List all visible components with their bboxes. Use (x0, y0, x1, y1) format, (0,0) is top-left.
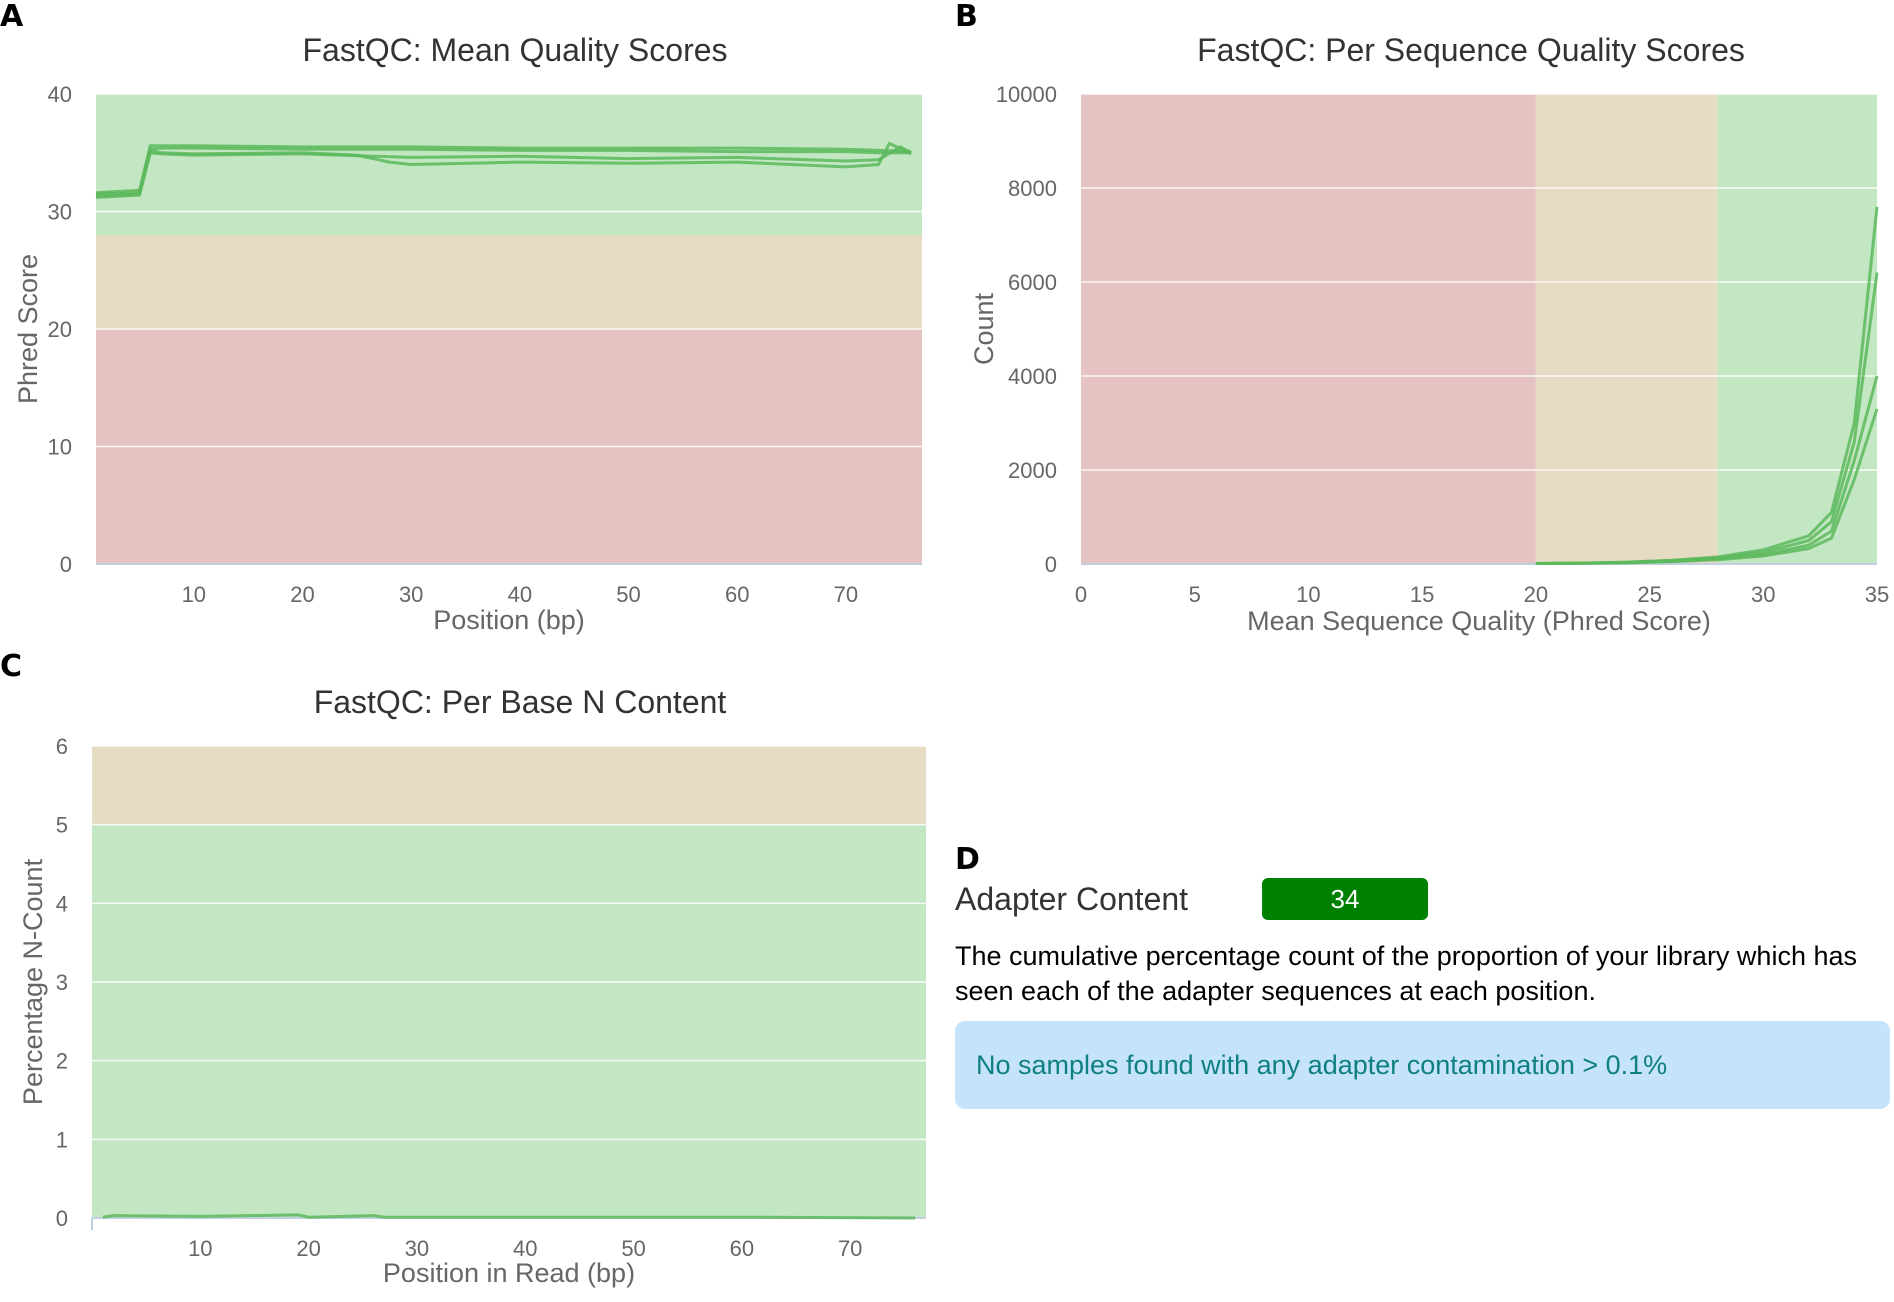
x-tick-label: 5 (1189, 582, 1201, 607)
adapter-content-header: Adapter Content 34 (955, 877, 1890, 921)
y-tick-label: 0 (60, 552, 72, 577)
x-tick-label: 20 (296, 1236, 320, 1261)
x-tick-label: 25 (1637, 582, 1661, 607)
x-tick-label: 70 (834, 582, 858, 607)
chart-title: FastQC: Per Base N Content (314, 684, 727, 720)
band-good (1717, 94, 1877, 564)
band-warn (96, 235, 922, 329)
series-line-s4 (1535, 408, 1879, 565)
chart-title: FastQC: Mean Quality Scores (302, 32, 727, 68)
y-tick-label: 2 (56, 1049, 68, 1074)
adapter-content-title: Adapter Content (955, 880, 1189, 917)
x-tick-label: 30 (399, 582, 423, 607)
panel-letter-c: C (0, 649, 22, 684)
y-tick-label: 2000 (1008, 458, 1057, 483)
band-warn (1535, 94, 1718, 564)
x-tick-label: 20 (1524, 582, 1548, 607)
x-tick-label: 0 (1075, 582, 1087, 607)
x-tick-label: 10 (1296, 582, 1320, 607)
y-tick-label: 4 (56, 891, 68, 916)
y-tick-label: 5 (56, 813, 68, 838)
y-tick-label: 30 (48, 200, 72, 225)
x-tick-label: 60 (725, 582, 749, 607)
y-tick-label: 8000 (1008, 176, 1057, 201)
x-tick-label: 30 (405, 1236, 429, 1261)
x-axis-label: Position in Read (bp) (383, 1258, 635, 1288)
y-axis-label: Phred Score (13, 254, 43, 404)
y-tick-label: 0 (56, 1206, 68, 1231)
chart-title: FastQC: Per Sequence Quality Scores (1197, 32, 1745, 68)
y-axis-label: Count (969, 292, 999, 365)
y-tick-label: 6000 (1008, 270, 1057, 295)
series-line-s4 (95, 145, 912, 199)
band-good (92, 824, 926, 1218)
mean-quality-chart: 0 10 20 30 40 10 20 30 40 50 60 70 FastQC: Mean Qual… (13, 32, 922, 635)
x-tick-label: 40 (508, 582, 532, 607)
adapter-notice-box: No samples found with any adapter contam… (955, 1021, 1890, 1109)
y-tick-label: 20 (48, 317, 72, 342)
x-tick-label: 10 (188, 1236, 212, 1261)
y-tick-label: 4000 (1008, 364, 1057, 389)
x-axis-label: Position (bp) (433, 605, 585, 635)
x-tick-label: 35 (1865, 582, 1889, 607)
series-line-s1 (102, 1213, 916, 1220)
per-base-n-content-chart: 0 1 2 3 4 5 6 10 20 30 40 50 60 70 FastQC: Per Base N … (18, 684, 926, 1288)
adapter-content-panel: D Adapter Content 34 The cumulative perc… (955, 845, 1890, 1109)
adapter-content-description: The cumulative percentage count of the p… (955, 941, 1857, 1006)
sample-count-badge: 34 (1262, 878, 1428, 920)
y-tick-label: 40 (48, 82, 72, 107)
per-sequence-quality-chart: 0 2000 4000 6000 8000 10000 0 5 10 15 20 25 30 35 Fast… (969, 32, 1889, 636)
y-axis-label: Percentage N-Count (18, 858, 48, 1105)
y-tick-label: 1 (56, 1127, 68, 1152)
panel-letter-d: D (955, 842, 980, 877)
y-tick-label: 3 (56, 970, 68, 995)
panel-letter-a: A (0, 0, 24, 34)
x-tick-label: 30 (1751, 582, 1775, 607)
band-warn (92, 746, 926, 825)
y-tick-label: 10 (48, 435, 72, 460)
panel-letter-b: B (955, 0, 978, 34)
x-tick-label: 70 (838, 1236, 862, 1261)
band-fail (1081, 94, 1536, 564)
x-tick-label: 50 (621, 1236, 645, 1261)
x-tick-label: 20 (290, 582, 314, 607)
x-tick-label: 15 (1410, 582, 1434, 607)
x-axis-label: Mean Sequence Quality (Phred Score) (1247, 606, 1711, 636)
x-tick-label: 40 (513, 1236, 537, 1261)
y-tick-label: 10000 (996, 82, 1057, 107)
x-tick-label: 60 (730, 1236, 754, 1261)
series-line-s3 (95, 141, 912, 196)
y-tick-label: 6 (56, 734, 68, 759)
series-line-s2 (95, 144, 912, 195)
x-tick-label: 10 (182, 582, 206, 607)
adapter-notice-text: No samples found with any adapter contam… (976, 1049, 1668, 1080)
y-tick-label: 0 (1045, 552, 1057, 577)
x-tick-label: 50 (616, 582, 640, 607)
